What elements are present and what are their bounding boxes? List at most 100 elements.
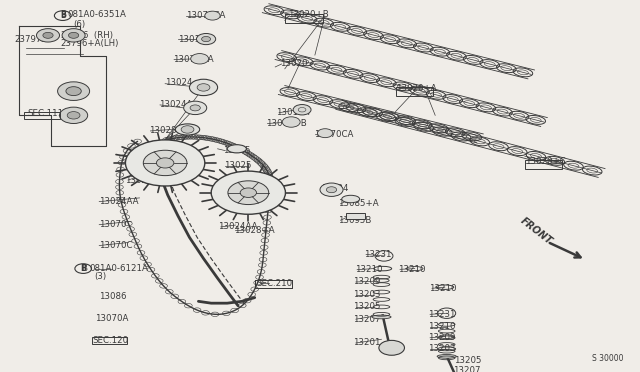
Text: 13024AA: 13024AA — [218, 222, 257, 231]
Ellipse shape — [342, 195, 360, 203]
Text: 13085+A: 13085+A — [338, 199, 378, 208]
Circle shape — [228, 181, 269, 205]
Text: 13024: 13024 — [165, 78, 193, 87]
Text: 13024AA: 13024AA — [99, 197, 139, 206]
Text: 13070CA: 13070CA — [314, 130, 353, 139]
Text: 23796  (RH): 23796 (RH) — [61, 31, 113, 40]
Text: 13205: 13205 — [454, 356, 482, 365]
Text: FRONT: FRONT — [518, 216, 554, 247]
Text: 13210: 13210 — [428, 322, 455, 331]
Text: 13070+B: 13070+B — [266, 119, 307, 128]
Text: SEC.120: SEC.120 — [93, 336, 129, 345]
Circle shape — [156, 158, 174, 168]
Circle shape — [143, 150, 187, 176]
Circle shape — [293, 105, 311, 115]
Text: 13207: 13207 — [453, 366, 481, 372]
Circle shape — [60, 107, 88, 124]
Circle shape — [184, 101, 207, 115]
Text: 13070: 13070 — [99, 220, 127, 229]
Circle shape — [68, 32, 79, 38]
Circle shape — [43, 32, 53, 38]
Text: 13028+A: 13028+A — [234, 226, 274, 235]
Text: 13025: 13025 — [134, 148, 162, 157]
Text: 13025: 13025 — [224, 161, 252, 170]
Circle shape — [58, 82, 90, 100]
Ellipse shape — [437, 355, 456, 358]
Circle shape — [196, 33, 216, 45]
Text: SEC.210: SEC.210 — [256, 279, 292, 288]
Text: 13203: 13203 — [428, 344, 455, 353]
Circle shape — [190, 105, 200, 111]
Text: 13209: 13209 — [428, 333, 455, 342]
Circle shape — [191, 54, 209, 64]
Text: 13210: 13210 — [355, 265, 383, 274]
Text: 13070+A: 13070+A — [173, 55, 213, 64]
Text: 13020+A: 13020+A — [396, 84, 436, 93]
Text: 23797X: 23797X — [14, 35, 47, 44]
Text: 13070CA: 13070CA — [186, 11, 225, 20]
Text: 13010H: 13010H — [178, 35, 212, 44]
Text: 13070C: 13070C — [99, 241, 132, 250]
Circle shape — [317, 129, 333, 138]
Bar — [346, 213, 365, 219]
Circle shape — [125, 140, 205, 186]
Text: B: B — [81, 264, 88, 273]
Ellipse shape — [227, 145, 246, 153]
Bar — [396, 87, 433, 96]
Text: 13095B: 13095B — [338, 216, 371, 225]
Circle shape — [67, 112, 80, 119]
Circle shape — [379, 340, 404, 355]
Circle shape — [205, 11, 220, 20]
Text: 13231: 13231 — [364, 250, 391, 259]
Text: 13020: 13020 — [280, 60, 308, 68]
Circle shape — [211, 171, 285, 214]
Text: 13210: 13210 — [398, 265, 426, 274]
Text: 13024A: 13024A — [236, 200, 269, 209]
Text: B: B — [60, 11, 65, 20]
Text: 13210: 13210 — [429, 284, 456, 293]
Text: 13086: 13086 — [99, 292, 127, 301]
Text: 13024A: 13024A — [159, 100, 192, 109]
Text: SEC.111: SEC.111 — [27, 109, 63, 118]
Bar — [285, 14, 323, 23]
Text: 13010H: 13010H — [276, 108, 310, 117]
Text: 13231: 13231 — [428, 310, 455, 319]
Text: 081A0-6121A: 081A0-6121A — [90, 264, 148, 273]
Text: 13207: 13207 — [353, 315, 381, 324]
Circle shape — [66, 87, 81, 96]
Text: B: B — [60, 10, 66, 19]
Bar — [92, 337, 127, 344]
Circle shape — [36, 29, 60, 42]
Ellipse shape — [372, 315, 391, 319]
Circle shape — [197, 84, 210, 91]
Circle shape — [240, 188, 257, 198]
Bar — [24, 112, 60, 119]
Bar — [255, 280, 292, 288]
Text: 13020+C: 13020+C — [525, 157, 566, 166]
Bar — [525, 160, 562, 169]
Circle shape — [62, 29, 85, 42]
Text: B: B — [81, 264, 86, 273]
Circle shape — [326, 187, 337, 193]
Text: 13028+A: 13028+A — [149, 126, 189, 135]
Ellipse shape — [175, 124, 200, 135]
Text: 13209: 13209 — [353, 278, 381, 286]
Text: 13028: 13028 — [125, 176, 153, 185]
Text: 13203: 13203 — [353, 290, 381, 299]
Text: 13020+B: 13020+B — [288, 10, 329, 19]
Text: S 30000: S 30000 — [593, 354, 624, 363]
Text: 13024: 13024 — [321, 185, 349, 193]
Text: 081A0-6351A: 081A0-6351A — [67, 10, 126, 19]
Text: 13070A: 13070A — [95, 314, 128, 323]
Text: 13205: 13205 — [353, 302, 381, 311]
Circle shape — [320, 183, 343, 196]
Text: 13201: 13201 — [353, 339, 381, 347]
Text: 13085: 13085 — [223, 146, 250, 155]
Text: 23796+A(LH): 23796+A(LH) — [61, 39, 119, 48]
Circle shape — [202, 36, 211, 42]
Circle shape — [282, 117, 300, 127]
Text: (3): (3) — [95, 272, 107, 281]
Circle shape — [181, 126, 194, 133]
Text: (6): (6) — [74, 20, 86, 29]
Bar — [255, 280, 292, 288]
